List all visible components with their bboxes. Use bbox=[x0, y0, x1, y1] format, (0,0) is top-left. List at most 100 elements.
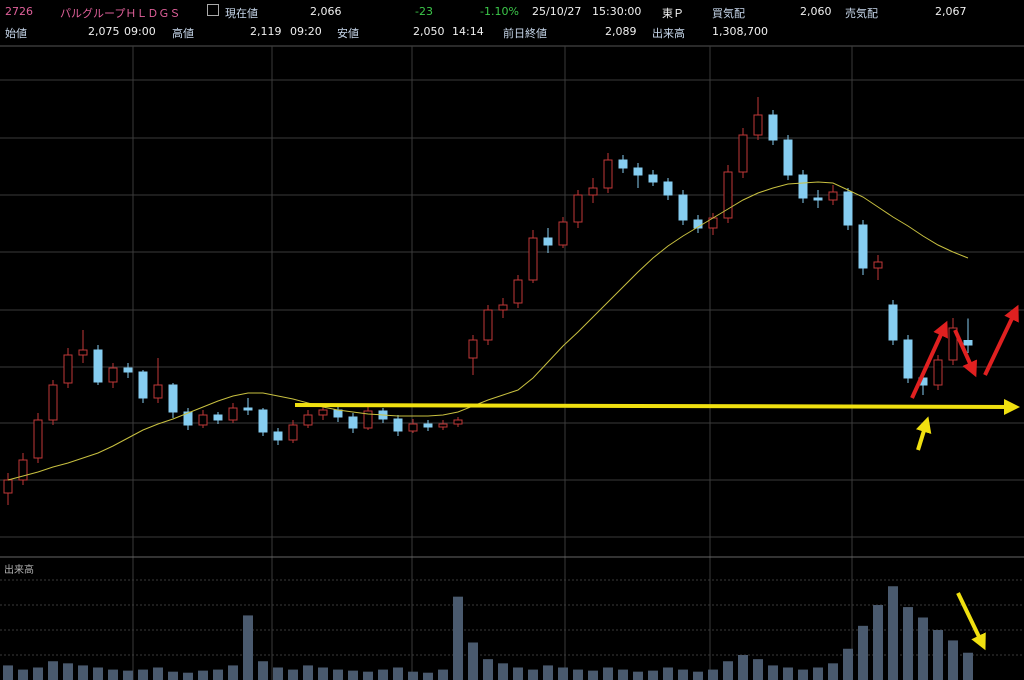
volume-bar bbox=[528, 669, 538, 680]
candle-body bbox=[873, 261, 883, 269]
candle-body bbox=[63, 354, 73, 384]
candle-body bbox=[588, 187, 598, 196]
volume-bar bbox=[633, 671, 643, 680]
volume-bar bbox=[78, 665, 88, 680]
candle-body bbox=[333, 409, 343, 418]
volume-bar bbox=[573, 669, 583, 680]
value: 2,067 bbox=[935, 5, 967, 18]
volume-bar bbox=[303, 665, 313, 680]
volume-bar bbox=[903, 607, 913, 680]
volume-bar bbox=[618, 669, 628, 680]
grid bbox=[0, 45, 1024, 680]
label: 前日終値 bbox=[503, 27, 547, 40]
volume-bar bbox=[723, 661, 733, 680]
volume-bar bbox=[588, 670, 598, 680]
candle-body bbox=[78, 349, 88, 356]
support-arrow bbox=[294, 398, 1020, 415]
candle-body bbox=[618, 159, 628, 169]
candle-body bbox=[48, 384, 58, 421]
candle-body bbox=[573, 194, 583, 223]
annotations bbox=[294, 304, 1020, 651]
volume-bar bbox=[918, 617, 928, 680]
volume-bar bbox=[933, 630, 943, 680]
candle-body bbox=[723, 171, 733, 219]
candle-body bbox=[813, 197, 823, 201]
candle-body bbox=[348, 416, 358, 429]
candle-body bbox=[198, 414, 208, 426]
value: 2,050 bbox=[413, 25, 445, 38]
red-arrow bbox=[983, 304, 1019, 376]
volume-bar bbox=[438, 669, 448, 680]
label: 出来高 bbox=[652, 27, 685, 40]
volume-bar bbox=[318, 667, 328, 680]
candle-body bbox=[498, 304, 508, 311]
candle-body bbox=[663, 181, 673, 196]
candle-body bbox=[153, 384, 163, 399]
icon[interactable] bbox=[207, 4, 219, 16]
code: 2726 bbox=[5, 5, 33, 18]
candle-body bbox=[18, 459, 28, 481]
volume-bar bbox=[468, 642, 478, 680]
candle-body bbox=[798, 174, 808, 199]
value: 2,066 bbox=[310, 5, 342, 18]
volume-bar bbox=[963, 652, 973, 680]
volume-bar bbox=[18, 669, 28, 680]
candle-body bbox=[258, 409, 268, 433]
candle-body bbox=[273, 431, 283, 441]
candle-body bbox=[843, 191, 853, 226]
candle-body bbox=[3, 479, 13, 494]
up-arrow bbox=[916, 416, 932, 451]
volume-bar bbox=[243, 615, 253, 680]
candle-body bbox=[633, 167, 643, 176]
candle-body bbox=[858, 224, 868, 269]
candle-body bbox=[558, 221, 568, 246]
volume-bar bbox=[783, 667, 793, 680]
label: 始値 bbox=[5, 27, 27, 40]
volume-bar bbox=[558, 667, 568, 680]
candle-body bbox=[603, 159, 613, 189]
volume-bar bbox=[348, 670, 358, 680]
candle-body bbox=[318, 409, 328, 416]
candle-body bbox=[828, 191, 838, 201]
volume-bar bbox=[48, 661, 58, 680]
volume-bar bbox=[288, 669, 298, 680]
candle-body bbox=[243, 407, 253, 411]
candle-body bbox=[738, 134, 748, 173]
marks bbox=[3, 97, 973, 680]
label: 買気配 bbox=[712, 7, 745, 20]
candle-body bbox=[303, 414, 313, 426]
candle-body bbox=[543, 237, 553, 246]
value: 09:00 bbox=[124, 25, 156, 38]
candle-body bbox=[903, 339, 913, 379]
candle-body bbox=[453, 419, 463, 425]
name: パルグループＨＬＤＧＳ bbox=[60, 7, 181, 20]
candle-body bbox=[963, 340, 973, 346]
volume-bar bbox=[408, 671, 418, 680]
candle-body bbox=[648, 174, 658, 183]
volume-bar bbox=[33, 667, 43, 680]
value: 東Ｐ bbox=[662, 7, 684, 20]
candle-body bbox=[213, 414, 223, 421]
value: 25/10/27 bbox=[532, 5, 582, 18]
candle-body bbox=[783, 139, 793, 176]
candle-body bbox=[183, 411, 193, 426]
volume-bar bbox=[378, 669, 388, 680]
volume-bar bbox=[423, 672, 433, 680]
value: 2,119 bbox=[250, 25, 282, 38]
volume-bar bbox=[273, 667, 283, 680]
volume-bar bbox=[153, 667, 163, 680]
volume-bar bbox=[858, 625, 868, 680]
volume-bar bbox=[198, 670, 208, 680]
candle-body bbox=[423, 423, 433, 428]
candle-body bbox=[768, 114, 778, 141]
candle-body bbox=[138, 371, 148, 399]
volume-bar bbox=[393, 667, 403, 680]
volume-bar bbox=[663, 667, 673, 680]
volume-bar bbox=[738, 655, 748, 680]
candle-body bbox=[678, 194, 688, 221]
volume-bar bbox=[678, 669, 688, 680]
candle-body bbox=[933, 359, 943, 386]
volume-bar bbox=[168, 671, 178, 680]
volume-bar bbox=[828, 663, 838, 680]
volume-title: 出来高 bbox=[4, 565, 34, 576]
